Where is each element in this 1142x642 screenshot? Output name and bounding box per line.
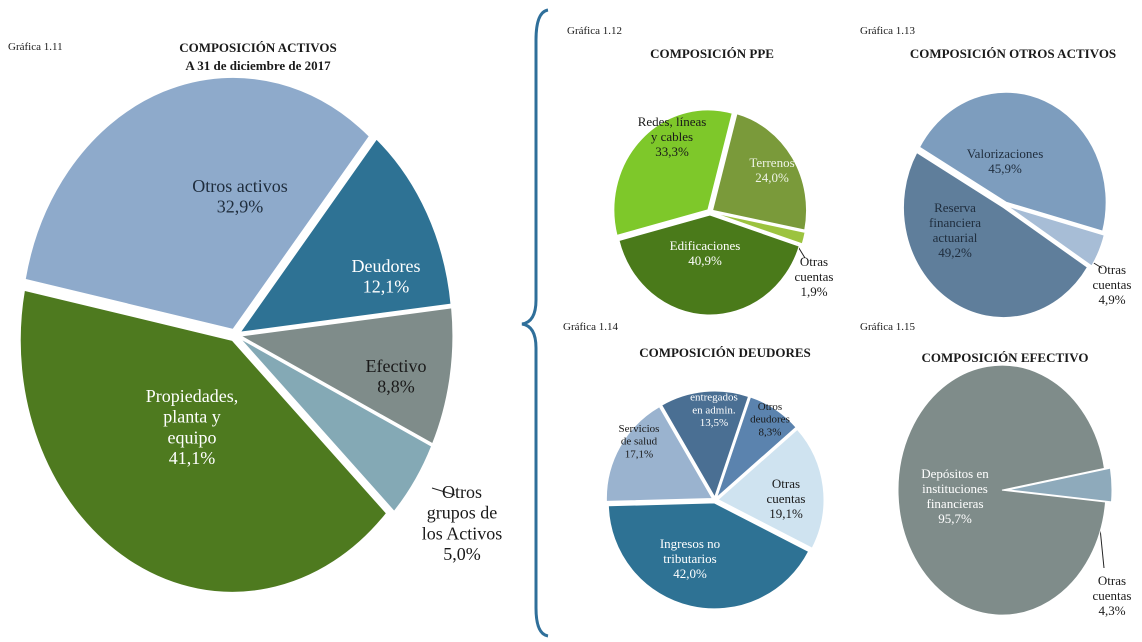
slice-label: Reserva financiera actuarial	[929, 200, 981, 245]
slice-value-label: 32,9%	[217, 197, 264, 217]
slice-label: Redes, líneas y cables	[638, 114, 707, 144]
slice-value-label: 8,3%	[759, 426, 782, 438]
slice-label: Deudores	[352, 256, 421, 276]
figure-label: Gráfica 1.14	[563, 321, 618, 333]
slice-value-label: 17,1%	[625, 448, 653, 460]
slice-value-label: 12,1%	[363, 277, 410, 297]
slice-label: Propiedades, planta y equipo	[146, 386, 238, 447]
pie-slice	[902, 151, 1089, 319]
slice-label: Valorizaciones	[967, 146, 1044, 161]
pie-slice	[239, 337, 433, 513]
slice-label: Otras cuentas	[767, 476, 806, 506]
slice-value-label: 8,8%	[377, 377, 415, 397]
slice-label: Edificaciones	[670, 238, 741, 253]
chart-title: COMPOSICIÓN EFECTIVO	[922, 350, 1089, 365]
pie-slice	[618, 214, 800, 316]
pie-slice	[717, 428, 825, 549]
pie-slice	[613, 109, 733, 236]
slice-label: Terrenos	[749, 155, 794, 170]
chart-title: COMPOSICIÓN PPE	[650, 46, 774, 61]
pie-slice	[239, 138, 452, 333]
leader-line	[431, 487, 456, 496]
slice-value-label: 1,9%	[800, 284, 827, 299]
pie-slice	[1007, 205, 1105, 267]
slice-label: Otras cuentas	[795, 254, 834, 284]
pie-slice	[19, 289, 388, 593]
slice-value-label: 33,3%	[655, 144, 689, 159]
pie-slice	[24, 76, 370, 330]
pie-slice	[605, 406, 714, 502]
slice-label: Otros deudores	[750, 401, 790, 426]
slice-value-label: 41,1%	[169, 448, 216, 468]
slice-value-label: 24,0%	[755, 170, 789, 185]
slice-label: Otros grupos de los Activos	[422, 482, 503, 543]
pie-slice	[712, 212, 806, 245]
pie-slice	[711, 113, 807, 231]
chart-title: COMPOSICIÓN OTROS ACTIVOS	[910, 46, 1116, 61]
slice-value-label: 4,3%	[1098, 603, 1125, 618]
slice-label: Otras cuentas	[1093, 573, 1132, 603]
chart-title: COMPOSICIÓN ACTIVOS	[179, 40, 337, 55]
brace	[521, 8, 549, 638]
pie-slice	[1007, 467, 1113, 503]
pie-slice	[239, 307, 454, 445]
slice-label: Ingresos no tributarios	[660, 536, 720, 566]
figure-label: Gráfica 1.12	[567, 25, 622, 37]
slice-label: Otras cuentas	[1093, 262, 1132, 292]
slice-value-label: 4,9%	[1098, 292, 1125, 307]
figure-label: Gráfica 1.13	[860, 25, 915, 37]
figure-label: Gráfica 1.11	[8, 41, 63, 53]
pie-slice	[918, 91, 1107, 232]
slice-value-label: 19,1%	[769, 506, 803, 521]
slice-value-label: 40,9%	[688, 253, 722, 268]
slice-label: Otros activos	[192, 176, 287, 196]
slice-label: Efectivo	[366, 356, 427, 376]
pie-slice	[661, 390, 750, 499]
chart-title: COMPOSICIÓN DEUDORES	[639, 345, 811, 360]
chart-subtitle: A 31 de diciembre de 2017	[185, 58, 331, 73]
slice-value-label: 42,0%	[673, 566, 707, 581]
pie-slice	[607, 502, 810, 610]
slice-label: Depósitos en instituciones financieras	[921, 466, 989, 511]
slice-value-label: 49,2%	[938, 245, 972, 260]
slice-label: Recursos entregados en admin.	[690, 379, 738, 416]
leader-line	[1099, 527, 1105, 569]
slice-value-label: 45,9%	[988, 161, 1022, 176]
slice-value-label: 13,5%	[700, 417, 728, 429]
slice-label: Servicios de salud	[619, 423, 660, 448]
slice-value-label: 95,7%	[938, 511, 972, 526]
pie-slice	[897, 364, 1107, 616]
pie-slice	[715, 396, 797, 500]
figure-label: Gráfica 1.15	[860, 321, 915, 333]
slice-value-label: 5,0%	[443, 544, 481, 564]
